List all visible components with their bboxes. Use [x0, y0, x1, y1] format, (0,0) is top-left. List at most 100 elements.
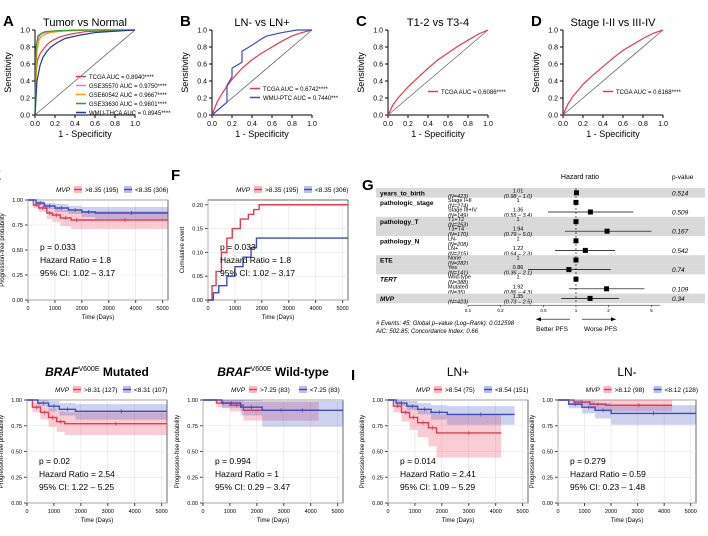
y-tick-label: 0.15 — [192, 227, 203, 233]
km-panel-H2: BRAFV600E Wild-type MVP >7.25 (83) <7.25 (8… — [175, 365, 344, 524]
y-tick-label: 0.8 — [373, 45, 383, 52]
row-n: (N=423) — [448, 299, 468, 305]
x-tick-label: 2000 — [436, 509, 448, 515]
legend-label-low: <8.31 (107) — [134, 387, 167, 394]
ci-band-<8.35 (306) — [28, 200, 168, 219]
x-tick-label: 4000 — [490, 509, 502, 515]
hr-marker — [587, 209, 593, 215]
hr-marker — [604, 286, 610, 292]
stat-p-value: p = 0.033 — [40, 242, 76, 252]
y-tick-label: 0.6 — [20, 62, 30, 69]
row-level: T1+T2 — [448, 217, 464, 223]
roc-curve-WMU-THCA — [34, 29, 136, 116]
row-hr: 0.86 — [513, 265, 524, 271]
x-tick-label: 5000 — [156, 306, 168, 312]
survival-curve->8.35 (195) — [208, 204, 348, 301]
y-tick-label: 0.2 — [548, 96, 558, 103]
panel-title: LN- — [617, 365, 636, 379]
survival-curve-<8.54 (151) — [388, 399, 515, 416]
x-tick-label: 3000 — [102, 509, 114, 515]
hr-marker — [604, 228, 610, 234]
legend-auc-label: TCGA AUC = 0.6742**** — [263, 87, 329, 93]
y-tick-label: 1.00 — [372, 398, 383, 404]
diagonal-reference — [562, 29, 664, 116]
x-tick-label: 2000 — [76, 306, 88, 312]
y-tick-label: 0.75 — [12, 223, 23, 229]
panel-title: BRAFV600E Wild-type — [217, 365, 329, 379]
row-level: T3+T4 — [448, 227, 464, 233]
row-band — [376, 293, 705, 304]
survival-curve-<7.25 (83) — [203, 399, 343, 411]
y-tick-label: 1.0 — [548, 28, 558, 35]
y-tick-label: 1.0 — [373, 28, 383, 35]
y-tick-label: 0.10 — [192, 250, 203, 256]
y-tick-label: 0.05 — [192, 274, 203, 280]
row-ci: (0.55 – 3.4) — [504, 213, 532, 219]
x-tick-label: 0.0 — [558, 121, 568, 128]
label-better-pfs: Better PFS — [536, 326, 568, 333]
x-tick-label: 0 — [26, 306, 29, 312]
diagonal-reference — [387, 29, 489, 116]
y-tick-label: 0.2 — [197, 96, 207, 103]
row-ci: (0.73 – 2.5) — [504, 299, 532, 305]
diagonal-reference — [34, 29, 136, 116]
x-tick-label: 2000 — [251, 509, 263, 515]
row-hr: 1 — [516, 217, 519, 223]
y-tick-label: 0.20 — [192, 203, 203, 209]
panel-title: Stage I-II vs III-IV — [571, 17, 657, 29]
legend-title: MVP — [416, 387, 431, 394]
stat-hazard-ratio: Hazard Ratio = 1.8 — [40, 255, 111, 265]
y-tick-label: 0.4 — [20, 79, 30, 86]
y-tick-label: 0.75 — [11, 424, 22, 430]
row-n: (N=253) — [448, 223, 468, 229]
hr-marker — [566, 267, 572, 273]
x-axis-label: 1 - Specificity — [411, 129, 465, 139]
row-band — [376, 188, 705, 198]
x-tick-label: 4000 — [305, 509, 317, 515]
row-variable: MVP — [380, 296, 395, 303]
x-tick-label: 1.0 — [307, 121, 317, 128]
x-tick-label: 0.8 — [463, 121, 473, 128]
x-tick-label: 0 — [201, 509, 204, 515]
row-p-value: 0.509 — [672, 210, 689, 217]
legend-auc-label: WMU-THCA AUC = 0.8945**** — [89, 111, 171, 117]
y-tick-label: 0.00 — [11, 501, 22, 507]
stat-hazard-ratio: Hazard Ratio = 2.54 — [39, 469, 115, 479]
x-axis-label: Time (Days) — [257, 518, 289, 524]
x-tick-label: 0.8 — [287, 121, 297, 128]
stat-p-value: p = 0.033 — [220, 242, 256, 252]
roc-curve-TCGA — [211, 29, 313, 116]
forest-panel-G: G Hazard ratio p-value years_to_birth (N=423… — [362, 174, 705, 335]
y-tick-label: 0.8 — [20, 45, 30, 52]
y-tick-label: 0.75 — [542, 424, 553, 430]
km-panel-I2: LN- MVP >8.12 (98) <8.12 (128) 0.00 0.25 0.50 0… — [530, 365, 698, 524]
y-axis-label: Sensitivity — [180, 52, 190, 93]
panel-letter: E — [0, 167, 1, 184]
row-hr: 1.36 — [513, 208, 524, 214]
row-ci: (0.36 – 2.1) — [504, 271, 532, 277]
x-tick-label: 1000 — [409, 509, 421, 515]
row-band — [376, 255, 705, 265]
panel-letter: F — [171, 167, 180, 184]
x-tick-label: 1000 — [578, 509, 590, 515]
x-tick-label: 3000 — [631, 509, 643, 515]
y-tick-label: 0.6 — [373, 62, 383, 69]
legend-label-high: >8.31 (127) — [84, 387, 117, 394]
row-n: (N=215) — [448, 251, 468, 257]
x-tick-label: 5000 — [516, 509, 528, 515]
x-tick-label: 3000 — [103, 306, 115, 312]
arrow-head-worse — [610, 317, 616, 322]
survival-curve-<8.35 (306) — [208, 237, 348, 301]
panel-title: Tumor vs Normal — [43, 17, 127, 29]
y-tick-label: 0.0 — [548, 113, 558, 120]
survival-curve->8.35 (195) — [28, 199, 168, 221]
roc-curve-TCGA — [562, 29, 664, 116]
x-tick-label: 0.8 — [110, 121, 120, 128]
legend-label-high: >8.12 (98) — [615, 387, 645, 394]
x-tick-label: 5000 — [685, 509, 697, 515]
y-tick-label: 0.50 — [12, 248, 23, 254]
stat-confidence-interval: 95% CI: 1.09 – 5.29 — [400, 482, 475, 492]
y-tick-label: 0.6 — [197, 62, 207, 69]
y-axis-label: Sensitivity — [3, 52, 13, 93]
x-tick-label: 2000 — [75, 509, 87, 515]
